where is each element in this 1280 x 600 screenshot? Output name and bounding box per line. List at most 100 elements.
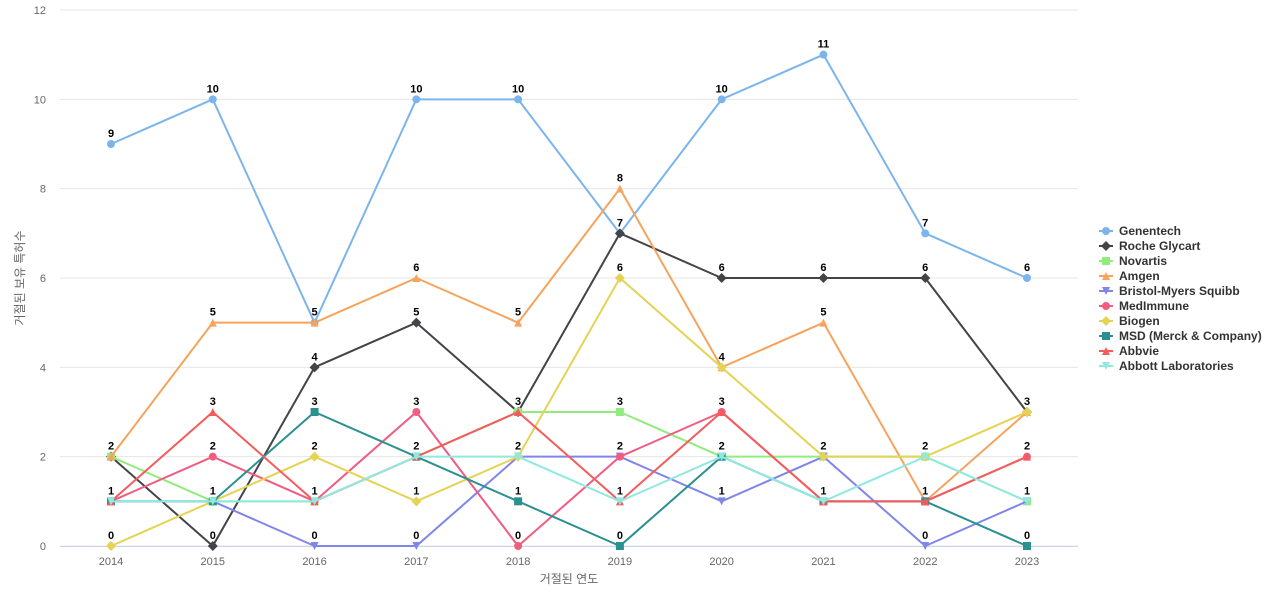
legend-marker-icon[interactable] xyxy=(1102,347,1110,355)
data-label: 3 xyxy=(1024,396,1030,408)
legend-item[interactable]: MSD (Merck & Company) xyxy=(1099,329,1262,343)
legend-marker-icon[interactable] xyxy=(1102,302,1110,310)
data-label: 2 xyxy=(1024,441,1030,453)
data-point[interactable] xyxy=(411,317,422,328)
data-point[interactable] xyxy=(208,408,217,416)
legend-label: MedImmune xyxy=(1119,299,1189,313)
data-point[interactable] xyxy=(1022,407,1032,417)
series-line[interactable] xyxy=(110,455,1028,503)
data-point[interactable] xyxy=(717,95,726,104)
data-point[interactable] xyxy=(614,273,625,283)
data-point[interactable] xyxy=(615,542,624,550)
data-point[interactable] xyxy=(208,452,217,461)
data-point[interactable] xyxy=(819,50,828,59)
series-line[interactable] xyxy=(110,411,1028,503)
legend-item[interactable]: Abbott Laboratories xyxy=(1099,359,1234,373)
data-point[interactable] xyxy=(1023,542,1031,550)
data-label: 0 xyxy=(210,530,216,542)
series-line[interactable] xyxy=(110,277,1028,547)
legend-marker-icon[interactable] xyxy=(1101,241,1111,251)
data-point[interactable] xyxy=(412,408,421,416)
legend-marker-icon[interactable] xyxy=(1102,272,1110,280)
data-point[interactable] xyxy=(920,273,931,283)
data-point[interactable] xyxy=(309,451,320,462)
data-point[interactable] xyxy=(716,362,727,373)
data-label-layer: 9210100152354102310526031103520173826011… xyxy=(108,39,1030,542)
data-point[interactable] xyxy=(818,273,829,283)
series-line[interactable] xyxy=(110,53,1028,324)
data-point[interactable] xyxy=(717,497,726,506)
legend-item[interactable]: MedImmune xyxy=(1099,299,1189,313)
data-label: 10 xyxy=(207,83,219,95)
data-point[interactable] xyxy=(615,497,624,506)
data-point[interactable] xyxy=(819,497,828,506)
data-point[interactable] xyxy=(411,496,422,507)
series-line[interactable] xyxy=(110,187,1028,503)
data-point[interactable] xyxy=(107,452,115,461)
legend-marker-icon[interactable] xyxy=(1102,227,1110,235)
y-axis-title: 거절된 보유 특허수 xyxy=(13,231,27,326)
x-tick-label: 2023 xyxy=(1015,556,1039,568)
data-label: 3 xyxy=(210,396,216,408)
data-point[interactable] xyxy=(514,408,523,416)
data-point[interactable] xyxy=(921,542,930,550)
legend-item[interactable]: Abbvie xyxy=(1099,344,1159,358)
data-point[interactable] xyxy=(106,541,116,551)
data-point[interactable] xyxy=(412,542,421,550)
data-point[interactable] xyxy=(1023,452,1031,461)
data-point[interactable] xyxy=(514,452,523,461)
data-point[interactable] xyxy=(207,541,218,551)
data-point[interactable] xyxy=(1023,274,1031,282)
data-point[interactable] xyxy=(614,228,625,239)
data-point[interactable] xyxy=(717,452,726,461)
data-point[interactable] xyxy=(921,497,930,506)
data-label: 10 xyxy=(716,83,728,95)
series-line[interactable] xyxy=(110,232,1028,547)
data-point[interactable] xyxy=(412,452,421,461)
data-point[interactable] xyxy=(208,95,217,104)
legend-marker-icon[interactable] xyxy=(1102,287,1110,295)
data-point[interactable] xyxy=(208,318,217,327)
legend-item[interactable]: Biogen xyxy=(1099,314,1160,328)
data-point[interactable] xyxy=(921,452,930,461)
x-tick-label: 2014 xyxy=(99,556,123,568)
data-point[interactable] xyxy=(717,408,726,416)
legend-marker-icon[interactable] xyxy=(1101,316,1111,326)
data-point[interactable] xyxy=(310,318,319,327)
data-point[interactable] xyxy=(514,95,523,104)
data-point[interactable] xyxy=(819,318,828,327)
data-point[interactable] xyxy=(310,408,319,416)
data-label: 0 xyxy=(108,530,114,542)
data-point[interactable] xyxy=(412,95,421,104)
data-point[interactable] xyxy=(615,452,624,461)
y-tick-label: 12 xyxy=(34,5,46,17)
legend-item[interactable]: Amgen xyxy=(1099,269,1160,283)
legend-item[interactable]: Genentech xyxy=(1099,224,1181,238)
data-point[interactable] xyxy=(716,273,727,283)
data-label: 2 xyxy=(922,441,928,453)
data-point[interactable] xyxy=(107,140,115,148)
legend-item[interactable]: Novartis xyxy=(1099,254,1167,268)
data-point[interactable] xyxy=(309,362,320,373)
legend-marker-icon[interactable] xyxy=(1102,332,1110,340)
data-point[interactable] xyxy=(921,229,930,238)
data-point[interactable] xyxy=(514,497,523,506)
legend-marker-icon[interactable] xyxy=(1102,257,1110,265)
data-point[interactable] xyxy=(107,497,115,506)
legend-item[interactable]: Roche Glycart xyxy=(1099,239,1200,253)
legend-item[interactable]: Bristol-Myers Squibb xyxy=(1099,284,1240,298)
y-tick-label: 8 xyxy=(40,184,46,196)
data-point[interactable] xyxy=(514,542,523,550)
legend-marker-icon[interactable] xyxy=(1102,362,1110,370)
data-point[interactable] xyxy=(310,542,319,550)
data-point[interactable] xyxy=(615,184,624,193)
data-point[interactable] xyxy=(208,497,217,506)
data-point[interactable] xyxy=(514,318,523,327)
data-point[interactable] xyxy=(1023,497,1031,506)
data-point[interactable] xyxy=(412,274,421,282)
data-point[interactable] xyxy=(818,451,829,462)
data-point[interactable] xyxy=(310,497,319,506)
legend-label: Roche Glycart xyxy=(1119,239,1200,253)
data-point[interactable] xyxy=(615,408,624,416)
